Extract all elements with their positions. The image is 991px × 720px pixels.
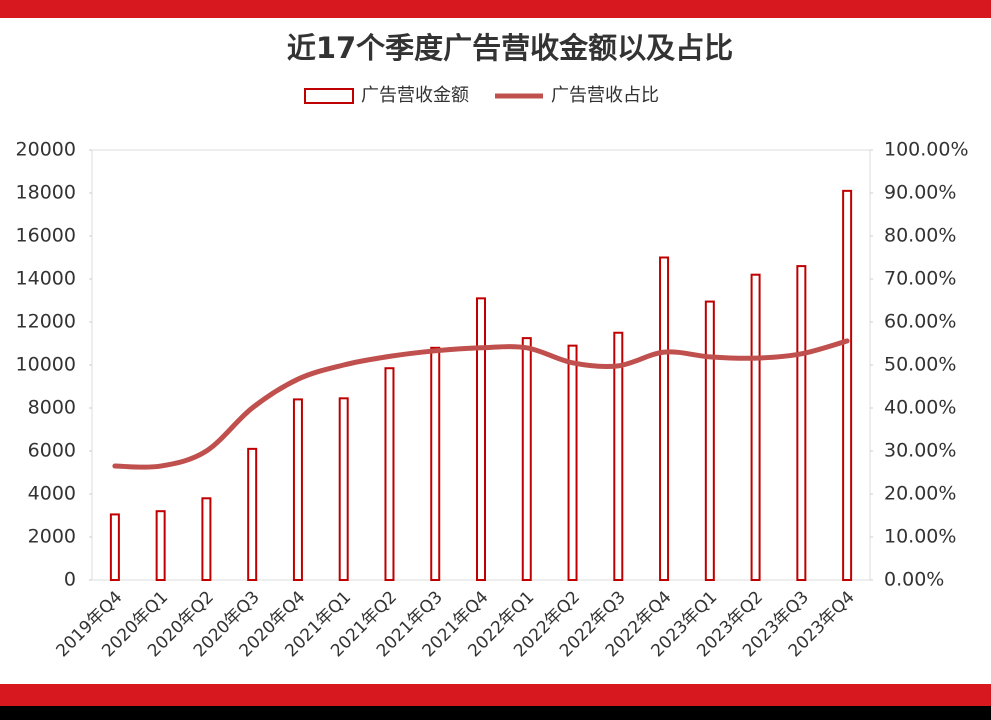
bar	[750, 273, 761, 581]
bottom-band	[0, 684, 991, 706]
y-tick-label: 8000	[28, 397, 76, 419]
y-tick-label: 10000	[16, 354, 76, 376]
legend-label: 广告营收金额	[361, 85, 469, 106]
bar	[521, 337, 532, 581]
bar	[247, 447, 258, 581]
bar	[338, 397, 349, 582]
y-tick-label: 20000	[16, 139, 76, 161]
y-tick-label: 14000	[16, 268, 76, 290]
legend-label: 广告营收占比	[551, 85, 659, 106]
y2-tick-label: 70.00%	[884, 268, 956, 290]
y-tick-label: 4000	[28, 483, 76, 505]
bar	[155, 510, 166, 582]
bar	[201, 497, 212, 581]
y2-tick-label: 90.00%	[884, 182, 956, 204]
bar	[292, 398, 303, 581]
y2-tick-label: 20.00%	[884, 483, 956, 505]
y-tick-label: 12000	[16, 311, 76, 333]
top-band	[0, 0, 991, 18]
legend-swatch	[304, 88, 354, 104]
legend: 广告营收金额 广告营收占比	[304, 85, 659, 106]
bar	[567, 344, 578, 581]
bar	[613, 331, 624, 581]
y2-tick-label: 80.00%	[884, 225, 956, 247]
bar	[476, 297, 486, 581]
y2-tick-label: 50.00%	[884, 354, 956, 376]
bar	[430, 346, 441, 581]
y-tick-label: 16000	[16, 225, 76, 247]
bar	[109, 513, 120, 581]
y2-tick-label: 100.00%	[884, 139, 969, 161]
y-tick-label: 18000	[16, 182, 76, 204]
y2-tick-label: 10.00%	[884, 526, 956, 548]
y2-tick-label: 60.00%	[884, 311, 956, 333]
y2-tick-label: 30.00%	[884, 440, 956, 462]
y-tick-label: 2000	[28, 526, 76, 548]
chart-title: 近17个季度广告营收金额以及占比	[287, 31, 733, 65]
bar	[384, 367, 395, 581]
bar	[796, 265, 807, 581]
y-tick-label: 6000	[28, 440, 76, 462]
y2-tick-label: 40.00%	[884, 397, 956, 419]
bar	[659, 256, 670, 581]
y2-tick-label: 0.00%	[884, 569, 944, 591]
bar	[842, 189, 853, 581]
y-tick-label: 0	[64, 569, 76, 591]
line	[112, 338, 850, 470]
bar	[704, 300, 715, 581]
